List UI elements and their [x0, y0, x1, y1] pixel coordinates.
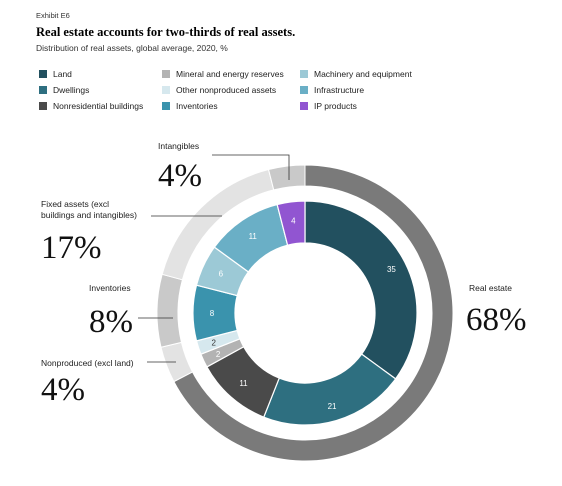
data-label-dwellings: 21: [328, 402, 337, 411]
legend-label: Inventories: [176, 101, 218, 111]
legend-item-mineral-energy: Mineral and energy reserves: [162, 69, 284, 79]
outer-value-fixed-assets-excl-buildings-and-intangibles: 17%: [41, 230, 102, 266]
inner-slice-dwellings: [262, 353, 397, 426]
legend-swatch: [39, 102, 47, 110]
legend-item-other-nonproduced: Other nonproduced assets: [162, 85, 276, 95]
legend-swatch: [162, 102, 170, 110]
legend-label: Machinery and equipment: [314, 69, 412, 79]
legend-label: Dwellings: [53, 85, 90, 95]
legend-item-land: Land: [39, 69, 72, 79]
outer-slice-real-estate: [173, 164, 454, 462]
inner-slice-land: [304, 200, 418, 380]
outer-slice-inventories: [156, 273, 184, 348]
legend-swatch: [300, 102, 308, 110]
chart-title: Real estate accounts for two-thirds of r…: [36, 25, 296, 39]
legend-swatch: [300, 70, 308, 78]
data-label-other-nonproduced-assets: 2: [211, 339, 216, 348]
outer-label-inventories: Inventories: [89, 283, 131, 293]
legend-label: Other nonproduced assets: [176, 85, 277, 95]
legend-label: Land: [53, 69, 72, 79]
legend-item-inventories: Inventories: [162, 101, 218, 111]
legend-label: Mineral and energy reserves: [176, 69, 284, 79]
outer-value-real-estate: 68%: [466, 302, 527, 338]
chart-subtitle: Distribution of real assets, global aver…: [36, 43, 228, 53]
outer-value-nonproduced-excl-land: 4%: [41, 372, 85, 408]
legend-item-ip-products: IP products: [300, 101, 357, 111]
data-label-mineral-and-energy-reserves: 2: [216, 350, 221, 359]
data-label-infrastructure: 11: [249, 232, 258, 241]
outer-label-fixed-assets-excl-buildings-and-intangibles-line-2: buildings and intangibles): [41, 210, 137, 220]
legend-swatch: [162, 86, 170, 94]
legend-swatch: [300, 86, 308, 94]
data-label-nonresidential-buildings: 11: [239, 379, 248, 388]
inner-slice-ip-products: [276, 200, 306, 246]
legend-swatch: [39, 86, 47, 94]
data-label-machinery-and-equipment: 6: [219, 269, 224, 278]
legend: Land Dwellings Nonresidential buildings …: [39, 69, 459, 117]
outer-slice-intangibles: [267, 164, 306, 191]
legend-label: Infrastructure: [314, 85, 365, 95]
outer-label-fixed-assets-excl-buildings-and-intangibles-line-1: Fixed assets (excl: [41, 199, 109, 209]
legend-item-machinery: Machinery and equipment: [300, 69, 412, 79]
outer-label-real-estate: Real estate: [469, 283, 512, 293]
legend-label: Nonresidential buildings: [53, 101, 144, 111]
data-label-inventories: 8: [210, 309, 215, 318]
legend-label: IP products: [314, 101, 357, 111]
outer-value-inventories: 8%: [89, 304, 133, 340]
legend-item-dwellings: Dwellings: [39, 85, 89, 95]
leader-line-intangibles: [212, 154, 290, 180]
legend-item-infrastructure: Infrastructure: [300, 85, 364, 95]
legend-swatch: [39, 70, 47, 78]
exhibit-label: Exhibit E6: [36, 11, 70, 20]
outer-value-intangibles: 4%: [158, 158, 202, 194]
data-label-ip-products: 4: [291, 217, 296, 226]
outer-label-nonproduced-excl-land: Nonproduced (excl land): [41, 358, 134, 368]
legend-item-nonresidential-buildings: Nonresidential buildings: [39, 101, 143, 111]
data-label-land: 35: [387, 265, 396, 274]
legend-swatch: [162, 70, 170, 78]
outer-label-intangibles: Intangibles: [158, 141, 199, 151]
